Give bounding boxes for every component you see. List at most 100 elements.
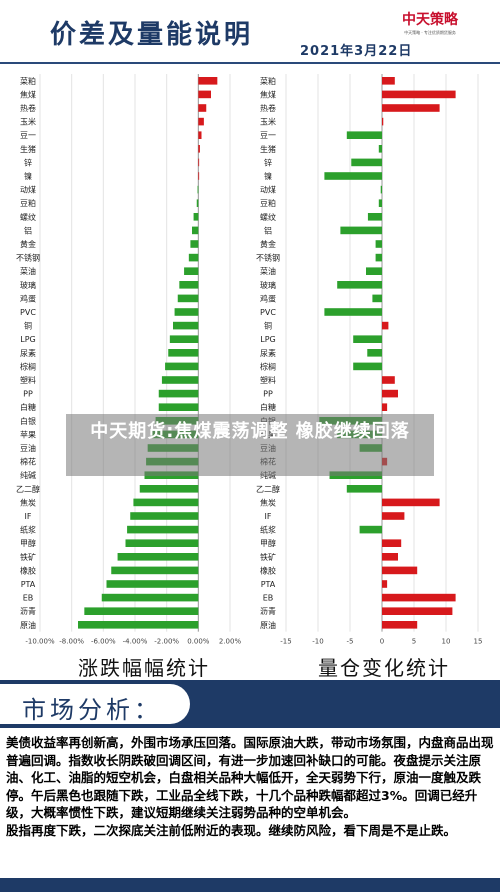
x-tick-label: -6.00% <box>91 638 116 646</box>
category-label: 锌 <box>264 157 272 167</box>
category-label: 铁矿 <box>20 552 36 562</box>
bar <box>340 226 382 235</box>
bar <box>382 566 418 575</box>
category-label: 棕榈 <box>20 361 36 371</box>
left-chart-caption: 涨跌幅幅统计 <box>78 656 210 680</box>
x-tick-label: -10.00% <box>25 638 55 646</box>
x-tick-label: 15 <box>474 638 483 646</box>
bar <box>382 77 395 85</box>
category-label: 焦炭 <box>260 497 276 507</box>
bar <box>353 362 382 371</box>
bar <box>353 335 382 343</box>
category-label: 不锈钢 <box>256 253 280 263</box>
category-label: 尿素 <box>260 348 276 358</box>
category-label: 乙二醇 <box>256 484 280 494</box>
category-label: 豆油 <box>20 443 36 453</box>
category-label: 热卷 <box>260 103 276 113</box>
bar <box>168 349 199 357</box>
category-label: 豆一 <box>20 131 36 140</box>
category-label: 玻璃 <box>20 280 36 290</box>
bar <box>192 226 199 235</box>
bar <box>382 117 384 126</box>
category-label: 甲醇 <box>20 538 36 548</box>
category-label: PTA <box>21 580 36 589</box>
category-label: 菜油 <box>20 266 36 276</box>
x-tick-label: 0 <box>380 638 384 646</box>
category-label: 纯碱 <box>20 470 36 480</box>
bar <box>382 90 456 99</box>
bar <box>359 525 382 534</box>
x-tick-label: -2.00% <box>154 638 179 646</box>
category-label: 苹果 <box>20 429 36 439</box>
category-label: 橡胶 <box>20 565 36 575</box>
bar <box>382 607 453 615</box>
category-label: 塑料 <box>260 375 276 385</box>
bar <box>173 321 199 330</box>
bar <box>188 253 199 262</box>
bar <box>174 308 199 316</box>
bar <box>179 281 199 289</box>
bar <box>198 104 207 112</box>
bar <box>106 580 199 588</box>
x-tick-label: 0.00% <box>187 638 210 646</box>
x-tick-label: -8.00% <box>59 638 84 646</box>
bar <box>184 267 199 275</box>
bar <box>193 213 199 221</box>
category-label: 焦煤 <box>20 89 36 99</box>
bar <box>346 485 382 493</box>
bar <box>101 593 199 602</box>
bar <box>198 131 202 139</box>
category-label: 纸浆 <box>260 525 276 535</box>
bar <box>127 525 199 534</box>
category-label: 尿素 <box>20 348 36 358</box>
bar <box>382 580 388 588</box>
category-label: 铝 <box>264 225 272 235</box>
bar <box>378 199 382 207</box>
category-label: 纸浆 <box>20 525 36 535</box>
bar <box>351 158 382 167</box>
bar <box>139 485 199 493</box>
bar <box>382 389 398 398</box>
bar <box>78 621 199 629</box>
header-bar <box>0 0 500 64</box>
header-divider <box>0 62 500 64</box>
category-label: 鸡蛋 <box>260 293 276 303</box>
brand-logo: 中天策略 中天策略 · 专注优质期货服务 <box>402 11 459 35</box>
bar <box>158 403 199 411</box>
category-label: 菜粕 <box>20 76 36 86</box>
bar <box>133 498 199 507</box>
bar <box>375 240 382 248</box>
bar <box>198 117 204 126</box>
x-tick-label: 5 <box>412 638 416 646</box>
bar <box>375 253 382 262</box>
category-label: 螺纹 <box>260 212 276 222</box>
bar <box>372 294 382 303</box>
category-label: 螺纹 <box>20 212 36 222</box>
bar <box>197 185 199 194</box>
bar <box>346 131 382 139</box>
bar <box>382 539 402 547</box>
bar <box>198 90 211 99</box>
x-tick-label: 10 <box>442 638 451 646</box>
bar <box>324 308 382 316</box>
category-label: PTA <box>261 580 276 589</box>
x-tick-label: -10 <box>312 638 323 646</box>
bar <box>198 77 218 85</box>
bar <box>382 321 389 330</box>
headline-overlay <box>66 414 434 476</box>
category-label: 热卷 <box>20 103 36 113</box>
category-label: 铜 <box>24 321 32 331</box>
bar <box>337 281 382 289</box>
bar <box>158 389 199 398</box>
category-label: 棕榈 <box>260 361 276 371</box>
logo-subtext: 中天策略 · 专注优质期货服务 <box>404 29 456 35</box>
category-label: PP <box>23 390 33 399</box>
bar <box>366 267 382 275</box>
category-label: LPG <box>260 335 275 344</box>
category-label: 焦炭 <box>20 497 36 507</box>
category-label: EB <box>23 594 34 603</box>
category-label: 原油 <box>20 620 36 630</box>
category-label: 甲醇 <box>260 538 276 548</box>
category-label: 黄金 <box>20 239 36 249</box>
bar <box>196 199 199 207</box>
